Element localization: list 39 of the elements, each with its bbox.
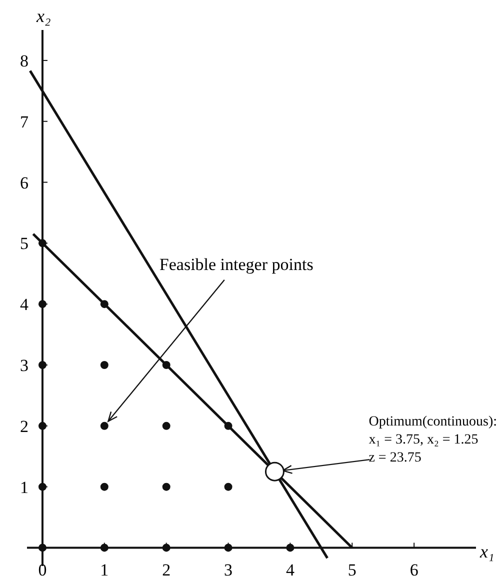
point [224,422,232,430]
x-tick-label: 6 [410,560,418,578]
annotation: Optimum(continuous): x₁ = 3.75, x₂ = 1.25 z = 23.75 [368,414,498,466]
y-tick-label: 1 [20,478,28,497]
point [38,300,46,308]
x-tick-label: 0 [38,560,47,578]
point [264,462,284,482]
point [224,482,232,491]
point [38,422,46,430]
point [224,544,232,552]
point [162,422,170,430]
point [162,544,170,552]
point [100,361,108,369]
point [38,239,46,248]
annotation: Feasible integer points [159,254,314,274]
x-tick-label: 2 [162,560,171,578]
y-tick-label: 7 [20,112,29,132]
point [100,422,108,430]
point [162,361,170,369]
point [100,300,108,308]
y-tick-label: 4 [20,295,29,314]
y-tick-label: 6 [20,173,28,192]
point [100,482,108,491]
point [38,361,46,369]
y-tick-label: 2 [20,416,28,436]
y-axis-title: x₂ [35,6,51,26]
point [162,482,170,491]
x-tick-label: 4 [286,560,295,578]
x-tick-label: 1 [100,560,109,578]
x-tick-label: 5 [348,560,356,578]
point [38,482,46,491]
point [100,544,108,552]
point [38,544,46,552]
y-tick-label: 8 [20,51,28,70]
x-tick-label: 3 [224,560,233,578]
y-tick-label: 5 [20,234,28,254]
point [286,544,294,552]
x-axis-title: x₁ [479,542,494,562]
y-tick-label: 3 [20,356,28,375]
